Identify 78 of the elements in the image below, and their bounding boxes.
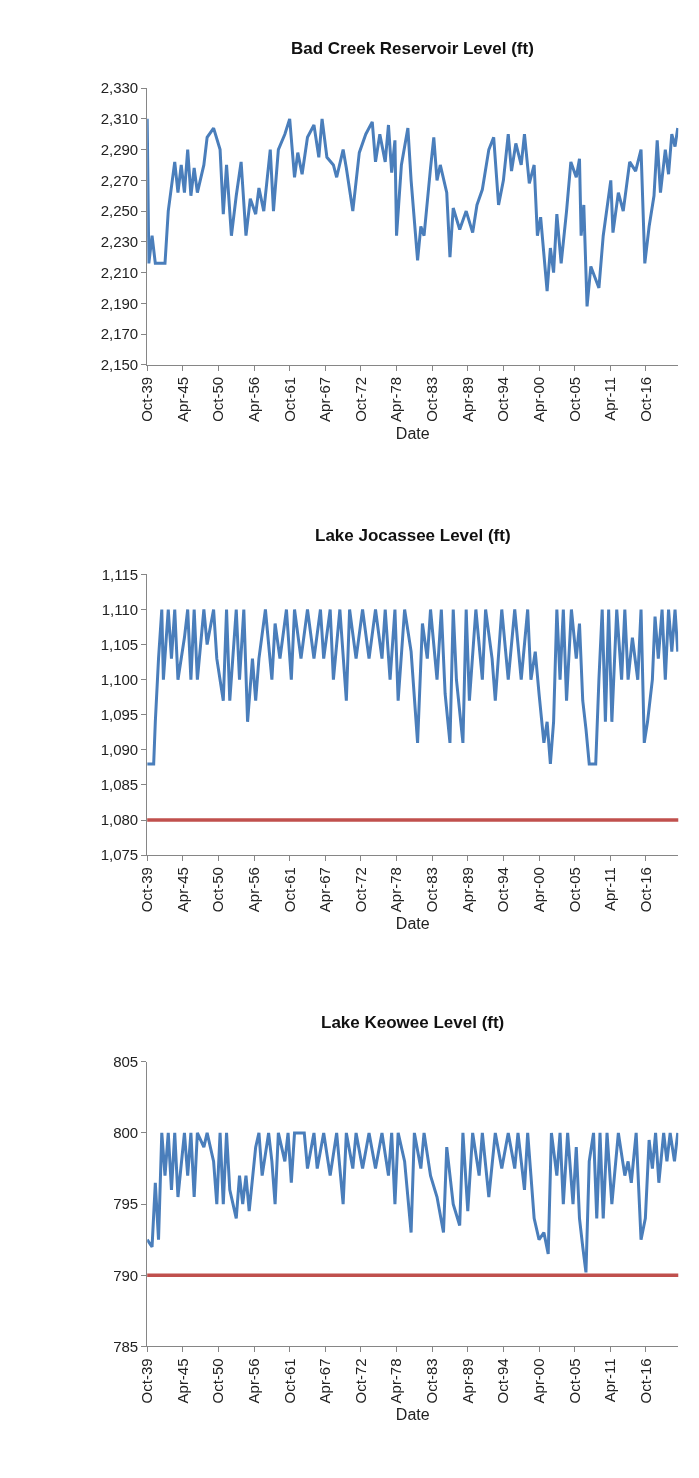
x-axis-title: Date xyxy=(395,914,430,932)
x-tick-label: Oct-05 xyxy=(565,1358,583,1404)
x-tick-label: Oct-94 xyxy=(494,1358,512,1404)
x-tick-label: Oct-16 xyxy=(636,867,654,913)
y-tick-label: 1,100 xyxy=(100,670,139,688)
y-tick-label: 1,105 xyxy=(100,635,139,653)
x-tick-label: Apr-56 xyxy=(244,376,262,422)
x-tick-label: Oct-16 xyxy=(636,376,654,422)
x-tick-label: Apr-11 xyxy=(601,376,619,421)
x-tick-label: Apr-78 xyxy=(387,376,405,422)
x-tick-label: Oct-50 xyxy=(209,867,227,913)
y-tick-label: 2,290 xyxy=(100,140,139,158)
x-tick-label: Apr-89 xyxy=(458,376,476,422)
x-tick-label: Oct-61 xyxy=(280,1358,298,1404)
y-tick-label: 1,090 xyxy=(100,741,139,759)
y-tick-label: 785 xyxy=(113,1337,139,1355)
x-tick-label: Apr-89 xyxy=(458,867,476,913)
line-series xyxy=(147,1131,679,1274)
x-tick-label: Oct-05 xyxy=(565,376,583,422)
x-tick-label: Oct-72 xyxy=(351,1358,369,1404)
y-tick-label: 2,230 xyxy=(100,233,139,251)
chart-title: Lake Jocassee Level (ft) xyxy=(315,526,511,545)
y-tick-label: 2,150 xyxy=(100,356,139,374)
x-tick-label: Apr-56 xyxy=(244,1358,262,1404)
x-tick-label: Oct-50 xyxy=(209,1358,227,1404)
x-tick-label: Apr-78 xyxy=(387,867,405,913)
x-tick-label: Apr-89 xyxy=(458,1358,476,1404)
y-tick-label: 2,250 xyxy=(100,202,139,220)
x-tick-label: Oct-50 xyxy=(209,376,227,422)
x-tick-label: Apr-56 xyxy=(244,867,262,913)
y-tick-label: 1,095 xyxy=(100,706,139,724)
x-tick-label: Oct-83 xyxy=(423,376,441,422)
y-tick-label: 1,080 xyxy=(100,811,139,829)
x-tick-label: Apr-00 xyxy=(529,867,547,913)
x-tick-label: Oct-39 xyxy=(138,1358,156,1404)
y-tick-label: 790 xyxy=(113,1266,139,1284)
x-tick-label: Oct-94 xyxy=(494,867,512,913)
x-axis-title: Date xyxy=(395,1406,430,1424)
y-tick-label: 795 xyxy=(113,1195,139,1213)
x-tick-label: Apr-45 xyxy=(173,867,191,913)
y-tick-label: 2,190 xyxy=(100,294,139,312)
x-tick-label: Apr-78 xyxy=(387,1358,405,1404)
y-tick-label: 2,170 xyxy=(100,325,139,343)
y-tick-label: 2,310 xyxy=(100,110,139,128)
x-tick-label: Apr-67 xyxy=(316,376,334,422)
x-tick-label: Oct-83 xyxy=(423,867,441,913)
x-tick-label: Oct-83 xyxy=(423,1358,441,1404)
x-tick-label: Oct-61 xyxy=(280,376,298,422)
y-tick-label: 1,110 xyxy=(101,600,139,618)
x-tick-label: Apr-11 xyxy=(601,867,619,912)
y-tick-label: 2,330 xyxy=(100,79,139,97)
y-tick-label: 2,210 xyxy=(100,263,139,281)
line-series xyxy=(147,117,679,308)
x-tick-label: Oct-72 xyxy=(351,867,369,913)
y-tick-label: 805 xyxy=(113,1053,139,1070)
x-tick-label: Apr-45 xyxy=(173,1358,191,1404)
x-tick-label: Oct-05 xyxy=(565,867,583,913)
x-tick-label: Apr-67 xyxy=(316,1358,334,1404)
x-tick-label: Oct-16 xyxy=(636,1358,654,1404)
x-axis-title: Date xyxy=(395,424,430,442)
chart-title: Lake Keowee Level (ft) xyxy=(321,1013,505,1032)
x-tick-label: Apr-45 xyxy=(173,376,191,422)
y-tick-label: 1,115 xyxy=(101,565,139,583)
y-tick-label: 1,085 xyxy=(100,776,139,794)
x-tick-label: Oct-39 xyxy=(138,867,156,913)
y-tick-label: 2,270 xyxy=(100,171,139,189)
x-tick-label: Oct-39 xyxy=(138,376,156,422)
x-tick-label: Oct-94 xyxy=(494,376,512,422)
chart-title: Bad Creek Reservoir Level (ft) xyxy=(291,39,534,58)
y-tick-label: 800 xyxy=(113,1124,139,1142)
x-tick-label: Oct-72 xyxy=(351,376,369,422)
x-tick-label: Oct-61 xyxy=(280,867,298,913)
y-tick-label: 1,075 xyxy=(100,846,139,864)
line-series xyxy=(147,608,679,766)
x-tick-label: Apr-11 xyxy=(601,1358,619,1403)
x-tick-label: Apr-00 xyxy=(529,376,547,422)
x-tick-label: Apr-00 xyxy=(529,1358,547,1404)
x-tick-label: Apr-67 xyxy=(316,867,334,913)
